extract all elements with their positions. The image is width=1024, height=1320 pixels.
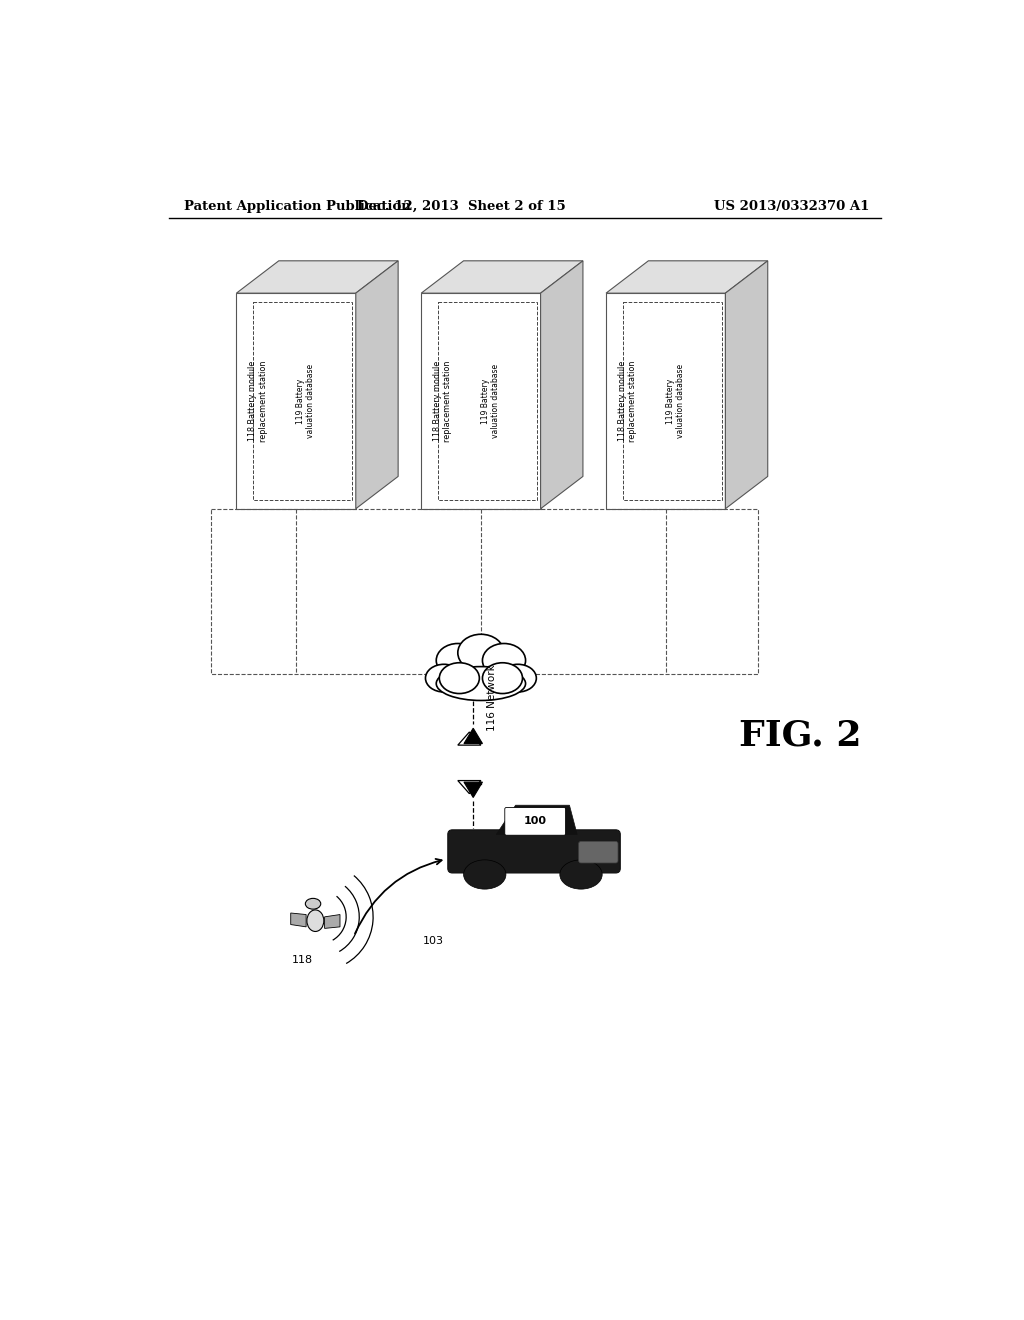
Text: 118 Battery module
replacement station: 118 Battery module replacement station [617,360,637,442]
FancyBboxPatch shape [505,808,565,836]
Ellipse shape [439,663,479,693]
Polygon shape [497,805,578,834]
Polygon shape [606,261,768,293]
Text: 118: 118 [292,956,313,965]
Polygon shape [325,915,340,928]
Text: 116 Network: 116 Network [487,664,498,731]
Text: 119 Battery
valuation database: 119 Battery valuation database [666,364,685,438]
Ellipse shape [560,859,602,890]
Polygon shape [421,261,583,293]
Ellipse shape [482,663,522,693]
Ellipse shape [305,899,321,909]
Ellipse shape [482,644,525,677]
Text: 119 Battery
valuation database: 119 Battery valuation database [481,364,501,438]
Text: 103: 103 [423,936,444,946]
Text: US 2013/0332370 A1: US 2013/0332370 A1 [715,199,869,213]
Polygon shape [725,261,768,508]
Ellipse shape [500,664,537,692]
Ellipse shape [458,635,504,671]
FancyBboxPatch shape [447,830,621,873]
Ellipse shape [436,644,479,677]
Text: Patent Application Publication: Patent Application Publication [184,199,412,213]
Polygon shape [606,293,725,508]
Polygon shape [355,261,398,508]
Text: 118 Battery module
replacement station: 118 Battery module replacement station [433,360,453,442]
Ellipse shape [464,859,506,890]
Polygon shape [237,261,398,293]
Polygon shape [291,913,306,927]
Text: 118 Battery module
replacement station: 118 Battery module replacement station [248,360,267,442]
Ellipse shape [307,909,324,932]
Text: FIG. 2: FIG. 2 [739,719,862,752]
Text: 100: 100 [523,816,547,826]
Polygon shape [237,293,355,508]
Polygon shape [421,293,541,508]
Text: Dec. 12, 2013  Sheet 2 of 15: Dec. 12, 2013 Sheet 2 of 15 [357,199,566,213]
Polygon shape [541,261,583,508]
Polygon shape [464,781,482,797]
Ellipse shape [436,667,525,701]
Ellipse shape [425,664,463,692]
FancyBboxPatch shape [579,841,617,863]
Polygon shape [464,729,482,743]
Text: 119 Battery
valuation database: 119 Battery valuation database [296,364,315,438]
